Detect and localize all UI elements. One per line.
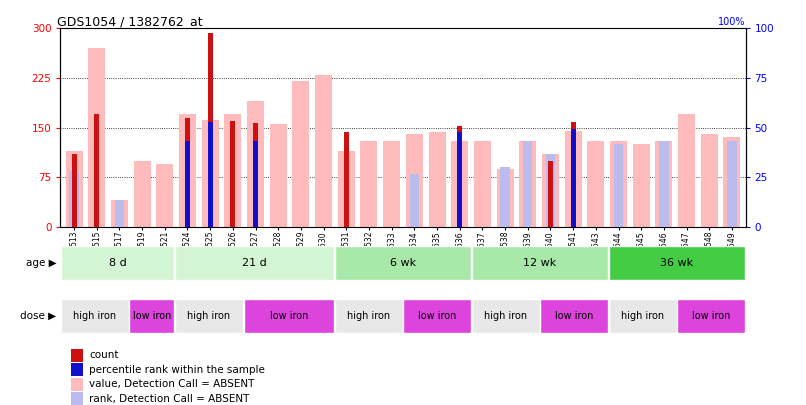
Bar [548,161,553,227]
Bar [72,154,77,227]
Bar [404,299,471,333]
Bar [496,168,513,227]
Bar [383,141,400,227]
Bar [88,48,106,227]
Bar [338,151,355,227]
Bar [293,81,310,227]
Bar [65,151,82,227]
Bar [202,119,218,227]
Text: 36 wk: 36 wk [660,258,694,268]
Text: 21 d: 21 d [242,258,267,268]
Text: high iron: high iron [73,311,116,321]
Bar [472,299,539,333]
Text: high iron: high iron [484,311,527,321]
Text: low iron: low iron [270,311,308,321]
Text: low iron: low iron [418,311,456,321]
Bar [243,299,334,333]
Text: percentile rank within the sample: percentile rank within the sample [89,365,265,375]
Bar [609,247,745,280]
Bar [253,141,258,227]
Bar [134,161,151,227]
Bar [130,299,174,333]
Bar [71,377,83,391]
Text: low iron: low iron [555,311,593,321]
Bar [727,141,737,227]
Bar [69,171,79,227]
Bar [156,164,173,227]
Bar [678,299,745,333]
Bar [474,141,491,227]
Bar [609,299,676,333]
Bar [270,124,287,227]
Bar [472,247,608,280]
Bar [457,132,463,227]
Text: 100%: 100% [718,17,746,28]
Bar [208,122,213,227]
Bar [429,132,446,227]
Bar [724,138,741,227]
Bar [501,167,509,227]
Bar [185,141,190,227]
Text: 6 wk: 6 wk [390,258,416,268]
Bar [614,144,623,227]
Text: dose ▶: dose ▶ [20,311,56,321]
Bar [335,299,402,333]
Text: high iron: high iron [621,311,664,321]
Bar [247,101,264,227]
Bar [335,247,471,280]
Text: rank, Detection Call = ABSENT: rank, Detection Call = ABSENT [89,394,250,404]
Bar [360,141,377,227]
Bar [114,200,124,227]
Bar [343,132,349,227]
Bar [700,134,718,227]
Bar [406,134,423,227]
Bar [185,118,190,227]
Bar [71,392,83,405]
Bar [61,299,128,333]
Text: 12 wk: 12 wk [523,258,557,268]
Bar [588,141,604,227]
Text: 8 d: 8 d [109,258,127,268]
Bar [571,122,575,227]
Bar [655,141,672,227]
Bar [175,299,243,333]
Bar [315,75,332,227]
Bar [208,33,213,227]
Bar [457,126,463,227]
Bar [71,363,83,377]
Text: low iron: low iron [692,311,730,321]
Bar [610,141,627,227]
Text: age ▶: age ▶ [26,258,56,268]
Bar [451,141,468,227]
Bar [111,200,128,227]
Text: high iron: high iron [187,311,231,321]
Bar [71,348,83,362]
Bar [179,114,196,227]
Bar [571,129,575,227]
Bar [565,131,582,227]
Text: GDS1054 / 1382762_at: GDS1054 / 1382762_at [57,15,202,28]
Bar [61,247,174,280]
Bar [253,123,258,227]
Bar [546,154,555,227]
Text: value, Detection Call = ABSENT: value, Detection Call = ABSENT [89,379,255,389]
Text: high iron: high iron [347,311,390,321]
Bar [678,114,695,227]
Bar [175,247,334,280]
Bar [409,174,419,227]
Bar [541,299,608,333]
Bar [94,114,99,227]
Bar [523,141,533,227]
Bar [519,141,536,227]
Text: count: count [89,350,118,360]
Text: low iron: low iron [133,311,171,321]
Bar [542,154,559,227]
Bar [224,114,241,227]
Bar [659,141,668,227]
Bar [633,144,650,227]
Bar [231,121,235,227]
